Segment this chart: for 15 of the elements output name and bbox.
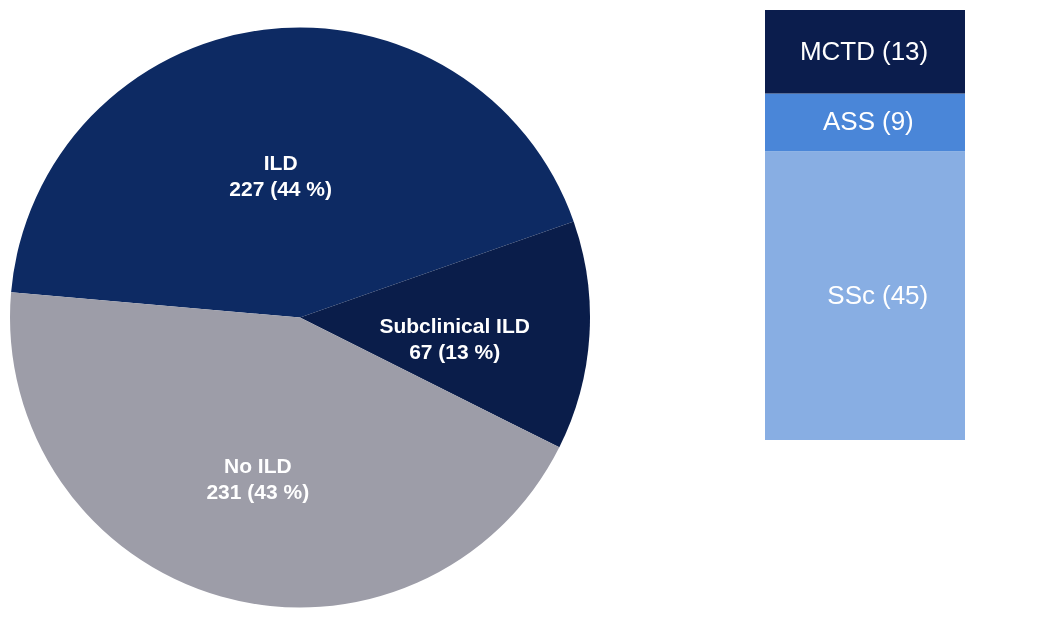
slice-label: Subclinical ILD [379, 314, 530, 338]
data-label: 231 (43 %) [206, 479, 310, 503]
slice-label: No ILD [223, 453, 292, 477]
pie-slice [300, 221, 590, 448]
series-label: ASS [822, 106, 875, 137]
data-label: (9) [882, 106, 914, 137]
data-label: (45) [882, 279, 929, 310]
data-label: (13) [882, 35, 929, 66]
series-label: SSc [827, 279, 875, 310]
pie-slice [10, 292, 560, 608]
data-label: 227 (44 %) [229, 176, 333, 200]
pie-slice [11, 28, 574, 318]
data-label: 67 (13 %) [409, 340, 501, 364]
series-label: MCTD [799, 35, 875, 66]
slice-label: ILD [263, 150, 298, 174]
